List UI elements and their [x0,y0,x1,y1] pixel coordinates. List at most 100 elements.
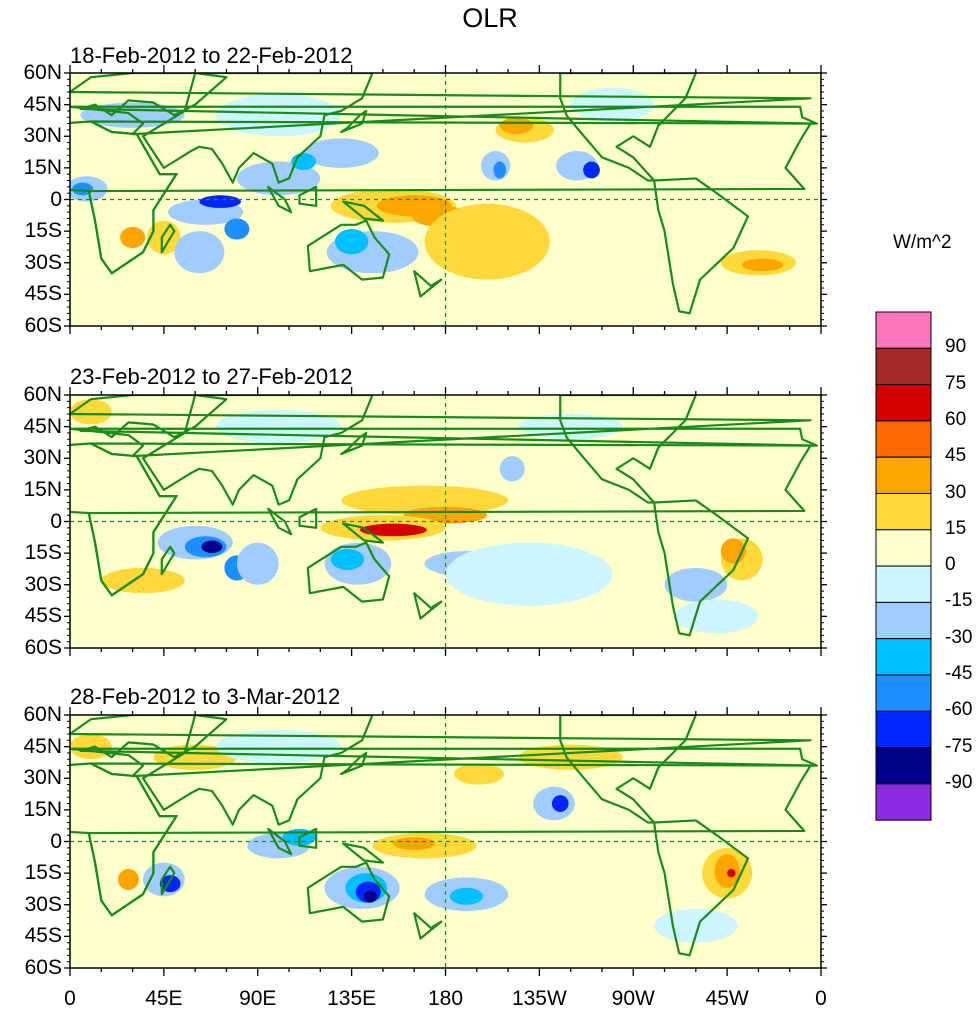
olr-anomaly-contour [334,229,369,255]
coastline [342,522,385,544]
olr-anomaly-contour [341,485,509,516]
coastline [559,395,697,504]
olr-anomaly-contour [741,258,784,272]
lat-tick-label: 30N [23,766,62,790]
map-panel-2 [70,395,821,648]
colorbar-box [875,601,932,640]
olr-anomaly-contour [359,523,427,537]
lat-tick-label: 15N [23,477,62,501]
lat-tick-label: 60N [23,61,62,84]
colorbar-label: -75 [945,735,973,757]
olr-anomaly-contour [70,399,112,425]
lat-tick-label: 15S [24,219,62,243]
olr-anomaly-contour [120,226,146,248]
coastline [160,865,176,896]
coastline [70,715,818,778]
lat-tick-label: 45S [24,604,62,628]
colorbar-box [875,529,932,567]
coastline [342,200,385,222]
map-frame-2 [64,387,827,656]
olr-anomaly-contour [393,837,436,850]
coastline [413,592,443,620]
coastline [70,395,818,458]
colorbar-box [875,456,932,495]
olr-anomaly-contour [664,567,728,602]
lat-tick-label: 60N [23,383,62,406]
lat-tick-label: 60S [24,314,62,337]
olr-anomaly-contour [174,231,225,274]
lat-tick-label: 0 [50,829,62,853]
olr-anomaly-contour [199,195,242,208]
colorbar-box [875,420,932,458]
colorbar-box [875,747,932,785]
lat-tick-label: 15S [24,541,62,565]
colorbar-box [875,311,932,349]
colorbar-units: W/m^2 [893,232,952,253]
lon-tick-label: 180 [427,987,464,1010]
coastline [306,541,391,603]
figure-title: OLR [462,3,518,33]
lon-tick-label: 90E [239,987,277,1010]
panel-3-title: 28-Feb-2012 to 3-Mar-2012 [70,684,341,709]
lon-tick-label: 135E [327,987,377,1010]
colorbar-box [875,384,932,422]
colorbar-label: 0 [945,554,956,576]
panel-2-title: 23-Feb-2012 to 27-Feb-2012 [70,364,353,389]
colorbar-label: 75 [945,372,967,394]
coastline [160,545,176,576]
olr-anomaly-contour [201,540,223,554]
coastline [340,751,368,776]
colorbar-label: -45 [945,663,973,684]
olr-anomaly-contour [499,456,525,482]
olr-anomaly-contour [330,548,365,570]
olr-anomaly-contour [101,567,185,594]
lat-tick-label: 30S [24,572,62,596]
coastline [267,827,293,856]
map-frame-3 [64,707,827,976]
colorbar-box [875,493,932,531]
coastline [653,819,750,957]
map-frame-1 [64,65,827,334]
colorbar-label: 15 [945,517,967,539]
olr-anomaly-contour [117,868,139,890]
lat-tick-label: 0 [50,187,62,211]
coastline [306,861,391,923]
coastline [70,73,818,136]
olr-anomaly-contour [445,542,613,606]
olr-anomaly-contour [518,413,623,440]
coastline [70,120,179,275]
olr-anomaly-contour [449,887,484,905]
colorbar-label: -15 [945,590,973,612]
olr-anomaly-contour [714,854,740,888]
lat-tick-label: 15S [24,861,62,885]
olr-anomaly-contour [570,87,655,122]
olr-anomaly-contour [224,218,250,240]
lat-tick-label: 45S [24,924,62,948]
coastline [298,185,318,207]
coastline [141,395,374,506]
olr-anomaly-contour [236,542,279,585]
coastline [267,185,293,214]
olr-anomaly-contour [70,733,112,760]
panel-1-title: 18-Feb-2012 to 22-Feb-2012 [70,43,353,68]
olr-anomaly-contour [424,203,550,280]
coastline [340,431,368,456]
lon-tick-label: 45E [145,987,183,1010]
coastline [306,219,391,281]
lat-tick-label: 30S [24,250,62,274]
coastline [653,177,750,315]
coastline [70,442,179,597]
olr-anomaly-contour [499,117,534,135]
olr-anomaly-contour [453,763,504,785]
coastline [160,223,176,254]
colorbar-label: -60 [945,699,973,721]
olr-anomaly-contour [583,161,600,179]
lat-tick-label: 60S [24,636,62,659]
colorbar-label: 30 [945,481,967,503]
lat-tick-label: 45N [23,92,62,116]
colorbar-label: 90 [945,336,967,358]
olr-anomaly-contour [364,889,377,903]
coastline [70,762,179,917]
lat-tick-label: 15N [23,155,62,179]
